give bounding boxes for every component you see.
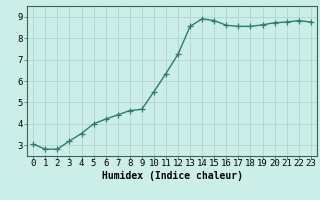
X-axis label: Humidex (Indice chaleur): Humidex (Indice chaleur)	[101, 171, 243, 181]
